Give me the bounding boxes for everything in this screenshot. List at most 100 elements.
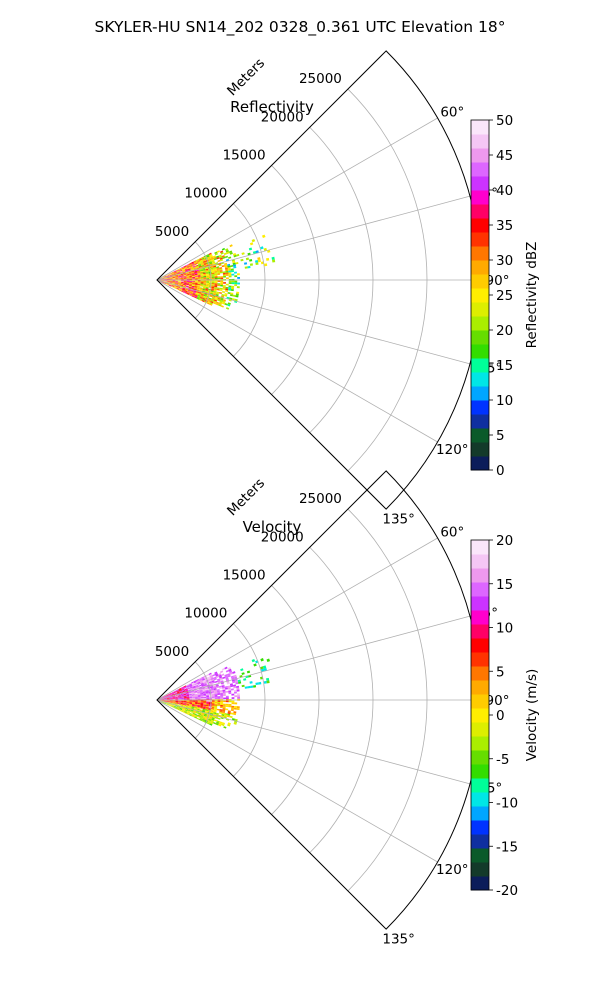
- echo-bin: [212, 702, 215, 703]
- echo-bin: [209, 277, 212, 278]
- colorbar-segment: [471, 694, 489, 709]
- colorbar-tick-label: -20: [496, 883, 518, 899]
- colorbar-segment: [471, 666, 489, 681]
- echo-bin: [198, 280, 201, 281]
- echo-bin: [192, 281, 195, 282]
- velocity-polar-grid: [157, 471, 481, 929]
- echo-bin: [237, 689, 240, 691]
- colorbar-tick-label: 0: [496, 708, 505, 724]
- echo-bin: [252, 239, 255, 242]
- angle-tick-label: 120°: [436, 862, 469, 878]
- echo-bin: [201, 698, 204, 699]
- echo-bin: [204, 698, 207, 699]
- colorbar-segment: [471, 162, 489, 177]
- echo-bin: [232, 281, 235, 283]
- colorbar-segment: [471, 750, 489, 765]
- echo-bin: [233, 295, 236, 297]
- echo-bin: [223, 274, 226, 276]
- echo-bin: [195, 699, 198, 700]
- echo-bin: [222, 248, 225, 251]
- radial-tick-label: 15000: [223, 147, 266, 163]
- echo-bin: [223, 704, 226, 706]
- echo-bin: [224, 303, 227, 305]
- echo-bin: [192, 699, 195, 700]
- colorbar-segment: [471, 428, 489, 443]
- echo-bin: [184, 699, 187, 700]
- colorbar-segment: [471, 778, 489, 793]
- echo-bin: [209, 282, 212, 283]
- colorbar-segment: [471, 680, 489, 695]
- echo-bin: [247, 266, 250, 268]
- echo-bin: [212, 695, 215, 696]
- echo-bin: [192, 698, 195, 699]
- echo-bin: [234, 281, 237, 283]
- reflectivity-polar-grid: [157, 51, 481, 509]
- echo-bin: [181, 279, 184, 280]
- reflectivity-panel: Reflectivity 500010000150002000025000Met…: [155, 51, 540, 528]
- angle-tick-label: 60°: [440, 104, 464, 120]
- echo-bin: [192, 701, 195, 702]
- echo-bin: [220, 705, 223, 707]
- radial-tick-label: 25000: [299, 71, 342, 87]
- echo-bin: [209, 283, 212, 284]
- colorbar-segment: [471, 330, 489, 345]
- colorbar-segment: [471, 190, 489, 205]
- colorbar-tick-label: 30: [496, 253, 513, 269]
- echo-bin: [223, 697, 226, 699]
- echo-bin: [206, 278, 209, 279]
- colorbar-segment: [471, 372, 489, 387]
- echo-bin: [231, 270, 234, 272]
- echo-bin: [241, 252, 244, 255]
- echo-bin: [212, 703, 215, 704]
- echo-bin: [232, 671, 235, 674]
- echo-bin: [220, 278, 223, 280]
- echo-bin: [212, 698, 215, 699]
- grid-spoke: [157, 280, 470, 364]
- echo-bin: [245, 686, 248, 688]
- colorbar-segment: [471, 148, 489, 163]
- echo-bin: [237, 695, 240, 697]
- echo-bin: [229, 281, 232, 283]
- echo-bin: [235, 262, 238, 264]
- echo-bin: [195, 278, 198, 279]
- echo-bin: [201, 700, 204, 701]
- echo-bin: [223, 726, 226, 729]
- echo-bin: [241, 672, 244, 675]
- echo-bin: [247, 670, 250, 673]
- echo-bin: [231, 286, 234, 288]
- echo-bin: [250, 242, 253, 245]
- echo-bin: [217, 705, 220, 707]
- colorbar-segment: [471, 806, 489, 821]
- echo-bin: [229, 704, 232, 706]
- echo-bin: [231, 709, 234, 711]
- echo-bin: [189, 701, 192, 702]
- echo-bin: [223, 694, 226, 696]
- echo-bin: [212, 700, 215, 701]
- echo-bin: [198, 281, 201, 282]
- echo-bin: [223, 282, 226, 284]
- echo-bin: [203, 283, 206, 284]
- colorbar-tick-label: 20: [496, 533, 513, 549]
- colorbar-segment: [471, 862, 489, 877]
- echo-bin: [234, 275, 237, 277]
- echo-bin: [197, 718, 200, 720]
- echo-bin: [272, 259, 275, 262]
- echo-bin: [218, 698, 221, 699]
- colorbar-segment: [471, 400, 489, 415]
- colorbar-tick-label: -15: [496, 839, 518, 855]
- echo-bin: [201, 277, 204, 278]
- echo-bin: [217, 283, 220, 285]
- echo-bin: [224, 253, 227, 256]
- colorbar-segment: [471, 722, 489, 737]
- echo-bin: [260, 658, 264, 661]
- echo-bin: [225, 256, 228, 258]
- colorbar-tick-label: 10: [496, 621, 513, 637]
- angle-tick-label: 60°: [440, 524, 464, 540]
- echo-bin: [222, 265, 225, 267]
- echo-bin: [223, 693, 226, 695]
- echo-bin: [253, 663, 256, 666]
- colorbar-segment: [471, 582, 489, 597]
- radial-tick-label: 10000: [184, 606, 227, 622]
